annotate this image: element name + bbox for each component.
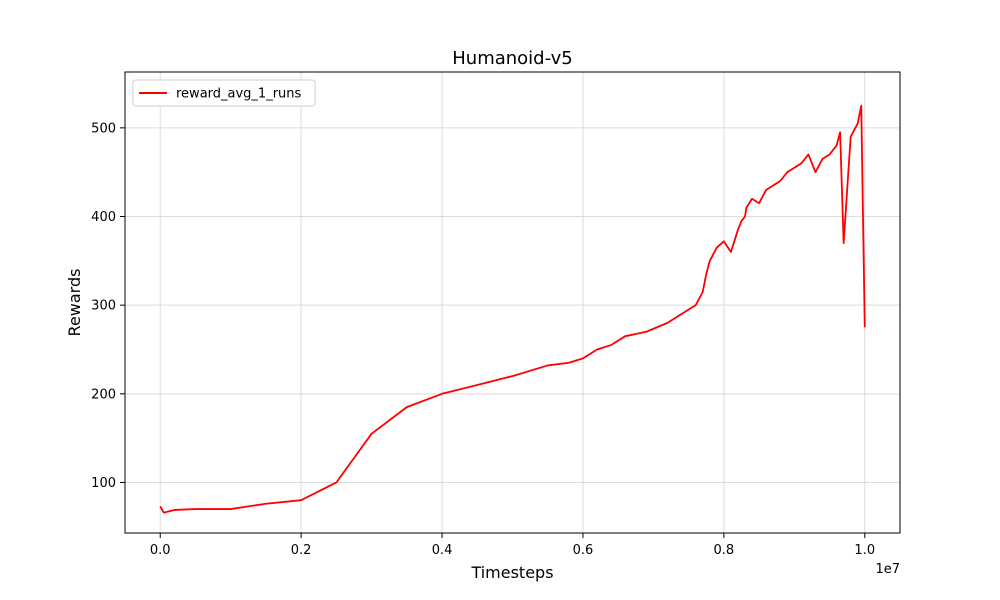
chart-title: Humanoid-v5 <box>452 48 572 69</box>
legend-box <box>132 79 316 107</box>
series-line-reward-avg <box>159 104 866 514</box>
x-tick-label: 0.8 <box>714 543 735 558</box>
legend-entry-label: reward_avg_1_runs <box>176 87 302 102</box>
y-tick-label: 500 <box>91 121 116 136</box>
x-tick-label: 1.0 <box>854 543 875 558</box>
series-line-layer <box>159 104 866 514</box>
legend: reward_avg_1_runs <box>132 79 316 107</box>
plot-frame <box>124 71 901 534</box>
x-tick-label: 0.6 <box>573 543 594 558</box>
y-tick-label: 100 <box>91 476 116 491</box>
y-tick-label: 300 <box>91 299 116 314</box>
y-axis-label: Rewards <box>65 269 84 337</box>
grid <box>125 72 900 533</box>
y-tick-label: 400 <box>91 210 116 225</box>
x-tick-label: 0.0 <box>150 543 171 558</box>
x-axis-offset-label: 1e7 <box>875 562 900 577</box>
x-tick-label: 0.4 <box>432 543 453 558</box>
x-axis-label: Timesteps <box>470 563 553 582</box>
axis-ticks: 0.0 0.2 0.4 0.6 0.8 1.0 100 200 300 400 500 <box>91 121 875 558</box>
x-tick-label: 0.2 <box>291 543 312 558</box>
y-tick-label: 200 <box>91 387 116 402</box>
